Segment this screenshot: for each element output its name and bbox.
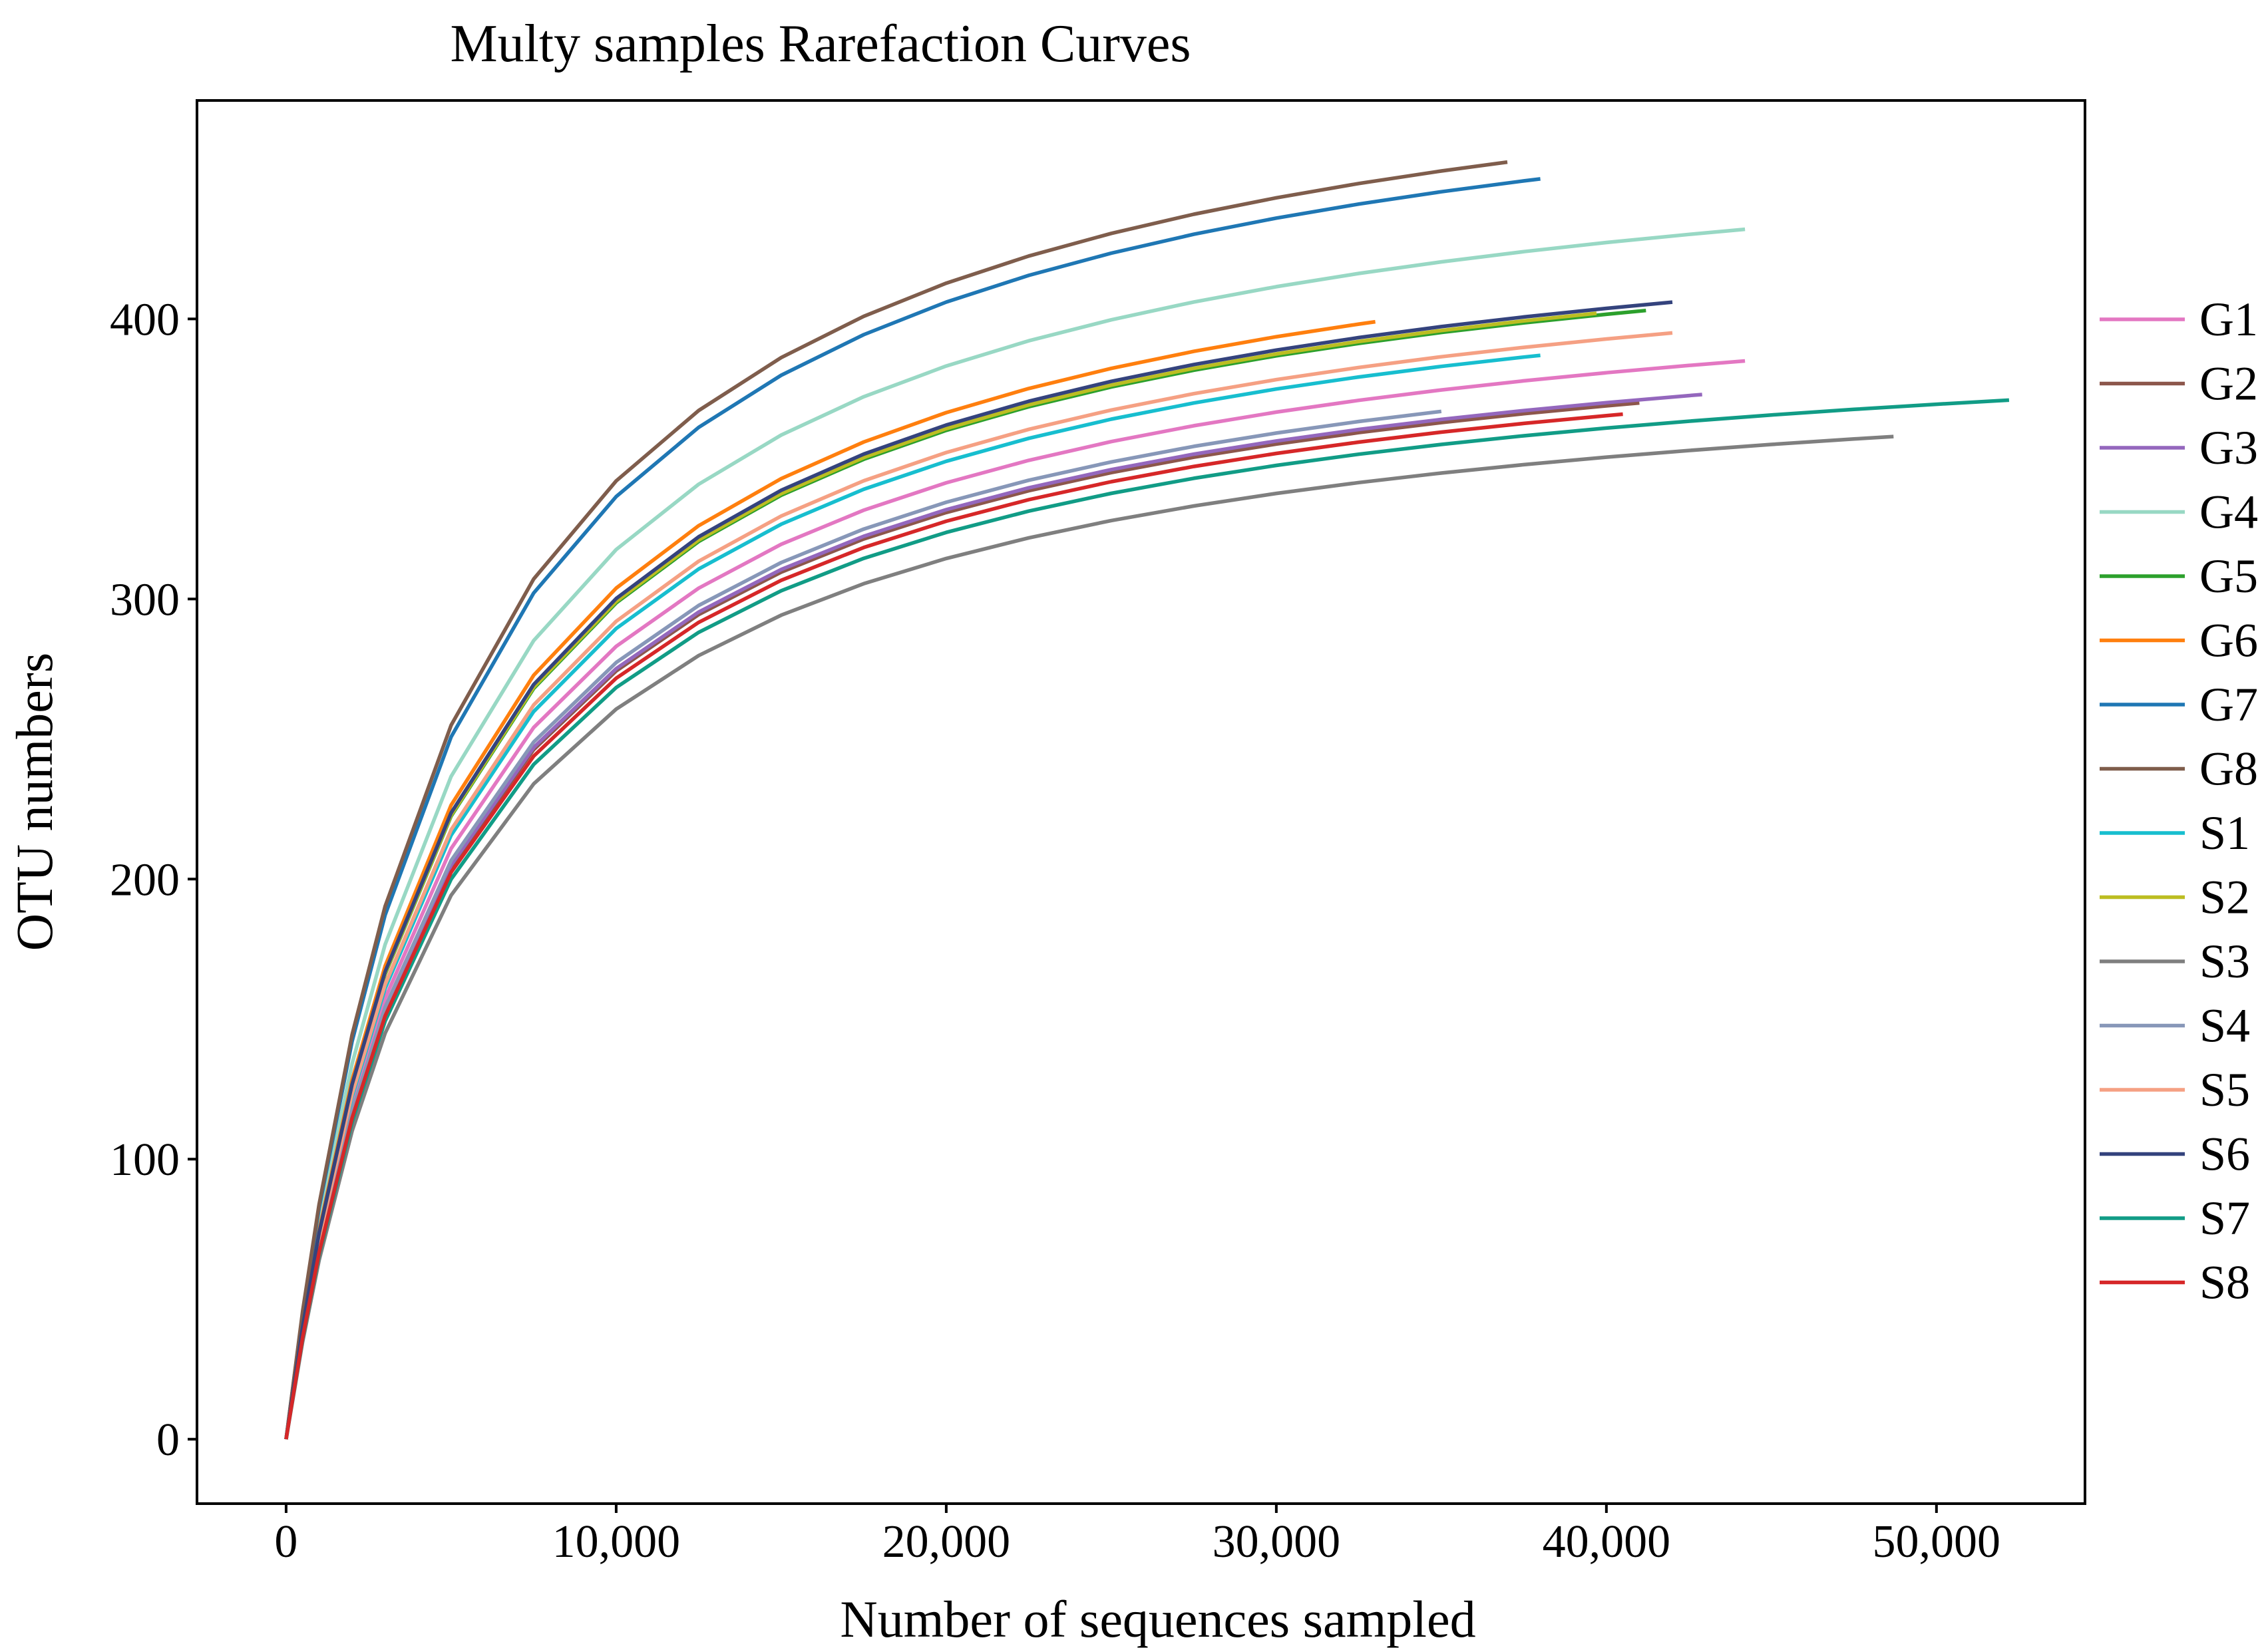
- legend-label: G8: [2199, 743, 2258, 796]
- legend-item: G5: [2100, 550, 2258, 603]
- series-s6-line: [284, 300, 1673, 1440]
- series-g5-line: [284, 308, 1646, 1440]
- series-g3-line: [284, 393, 1702, 1440]
- x-axis-label: Number of sequences sampled: [840, 1590, 1475, 1648]
- legend-item: S1: [2100, 806, 2250, 860]
- series-g8-line: [284, 160, 1508, 1440]
- legend-label: S3: [2199, 935, 2250, 988]
- series-s8-line: [284, 412, 1623, 1440]
- series-g1-line: [284, 359, 1746, 1440]
- legend-label: G3: [2199, 421, 2258, 474]
- legend-item: S7: [2100, 1192, 2250, 1245]
- x-tick-label: 10,000: [552, 1516, 681, 1568]
- legend-item: G2: [2100, 357, 2258, 411]
- legend-item: G6: [2100, 614, 2258, 667]
- legend-item: S3: [2100, 935, 2250, 988]
- chart-title: Multy samples Rarefaction Curves: [450, 15, 1191, 73]
- x-tick-label: 40,000: [1543, 1516, 1671, 1568]
- legend-label: G4: [2199, 486, 2258, 539]
- series-s1-line: [284, 353, 1541, 1440]
- legend-item: G7: [2100, 678, 2258, 731]
- legend-item: G8: [2100, 743, 2258, 796]
- series-s3-line: [284, 434, 1894, 1440]
- legend-item: S6: [2100, 1128, 2250, 1181]
- legend-label: S8: [2199, 1256, 2250, 1309]
- legend-label: G2: [2199, 357, 2258, 411]
- legend-item: G3: [2100, 421, 2258, 474]
- series-s2-line: [284, 311, 1597, 1440]
- legend-label: S6: [2199, 1128, 2250, 1181]
- series-s5-line: [284, 331, 1673, 1440]
- legend-item: G1: [2100, 293, 2258, 346]
- y-tick-label: 100: [110, 1134, 180, 1186]
- y-tick-label: 0: [156, 1414, 180, 1466]
- y-axis: 0 100 200 300 400: [110, 294, 197, 1466]
- y-tick-label: 300: [110, 574, 180, 625]
- y-tick-label: 200: [110, 854, 180, 906]
- series-s4-line: [284, 409, 1442, 1440]
- legend-label: S5: [2199, 1063, 2250, 1116]
- legend-label: G7: [2199, 678, 2258, 731]
- legend-label: S4: [2199, 999, 2250, 1053]
- legend-label: S1: [2199, 806, 2250, 860]
- legend-label: G1: [2199, 293, 2258, 346]
- legend-item: S2: [2100, 871, 2250, 924]
- legend-label: G5: [2199, 550, 2258, 603]
- legend-item: S5: [2100, 1063, 2250, 1116]
- series-g4-line: [284, 227, 1746, 1440]
- legend-label: S7: [2199, 1192, 2250, 1245]
- legend-label: G6: [2199, 614, 2258, 667]
- legend: G1 G2 G3 G4 G5 G6 G7 G8 S1 S2 S3 S4 S5 S6 S7 S8: [2100, 293, 2258, 1309]
- y-axis-label: OTU numbers: [5, 653, 63, 951]
- x-tick-label: 0: [274, 1516, 297, 1568]
- x-tick-label: 30,000: [1213, 1516, 1341, 1568]
- x-axis: 0 10,000 20,000 30,000 40,000 50,000: [274, 1504, 2000, 1568]
- legend-item: S4: [2100, 999, 2250, 1053]
- x-tick-label: 50,000: [1873, 1516, 2001, 1568]
- plot-area: [284, 160, 2010, 1440]
- legend-item: G4: [2100, 486, 2258, 539]
- x-tick-label: 20,000: [882, 1516, 1011, 1568]
- series-s7-line: [284, 398, 2010, 1440]
- y-tick-label: 400: [110, 294, 180, 345]
- series-g2-line: [284, 401, 1640, 1440]
- plot-frame: [196, 99, 2086, 1505]
- legend-item: S8: [2100, 1256, 2250, 1309]
- legend-label: S2: [2199, 871, 2250, 924]
